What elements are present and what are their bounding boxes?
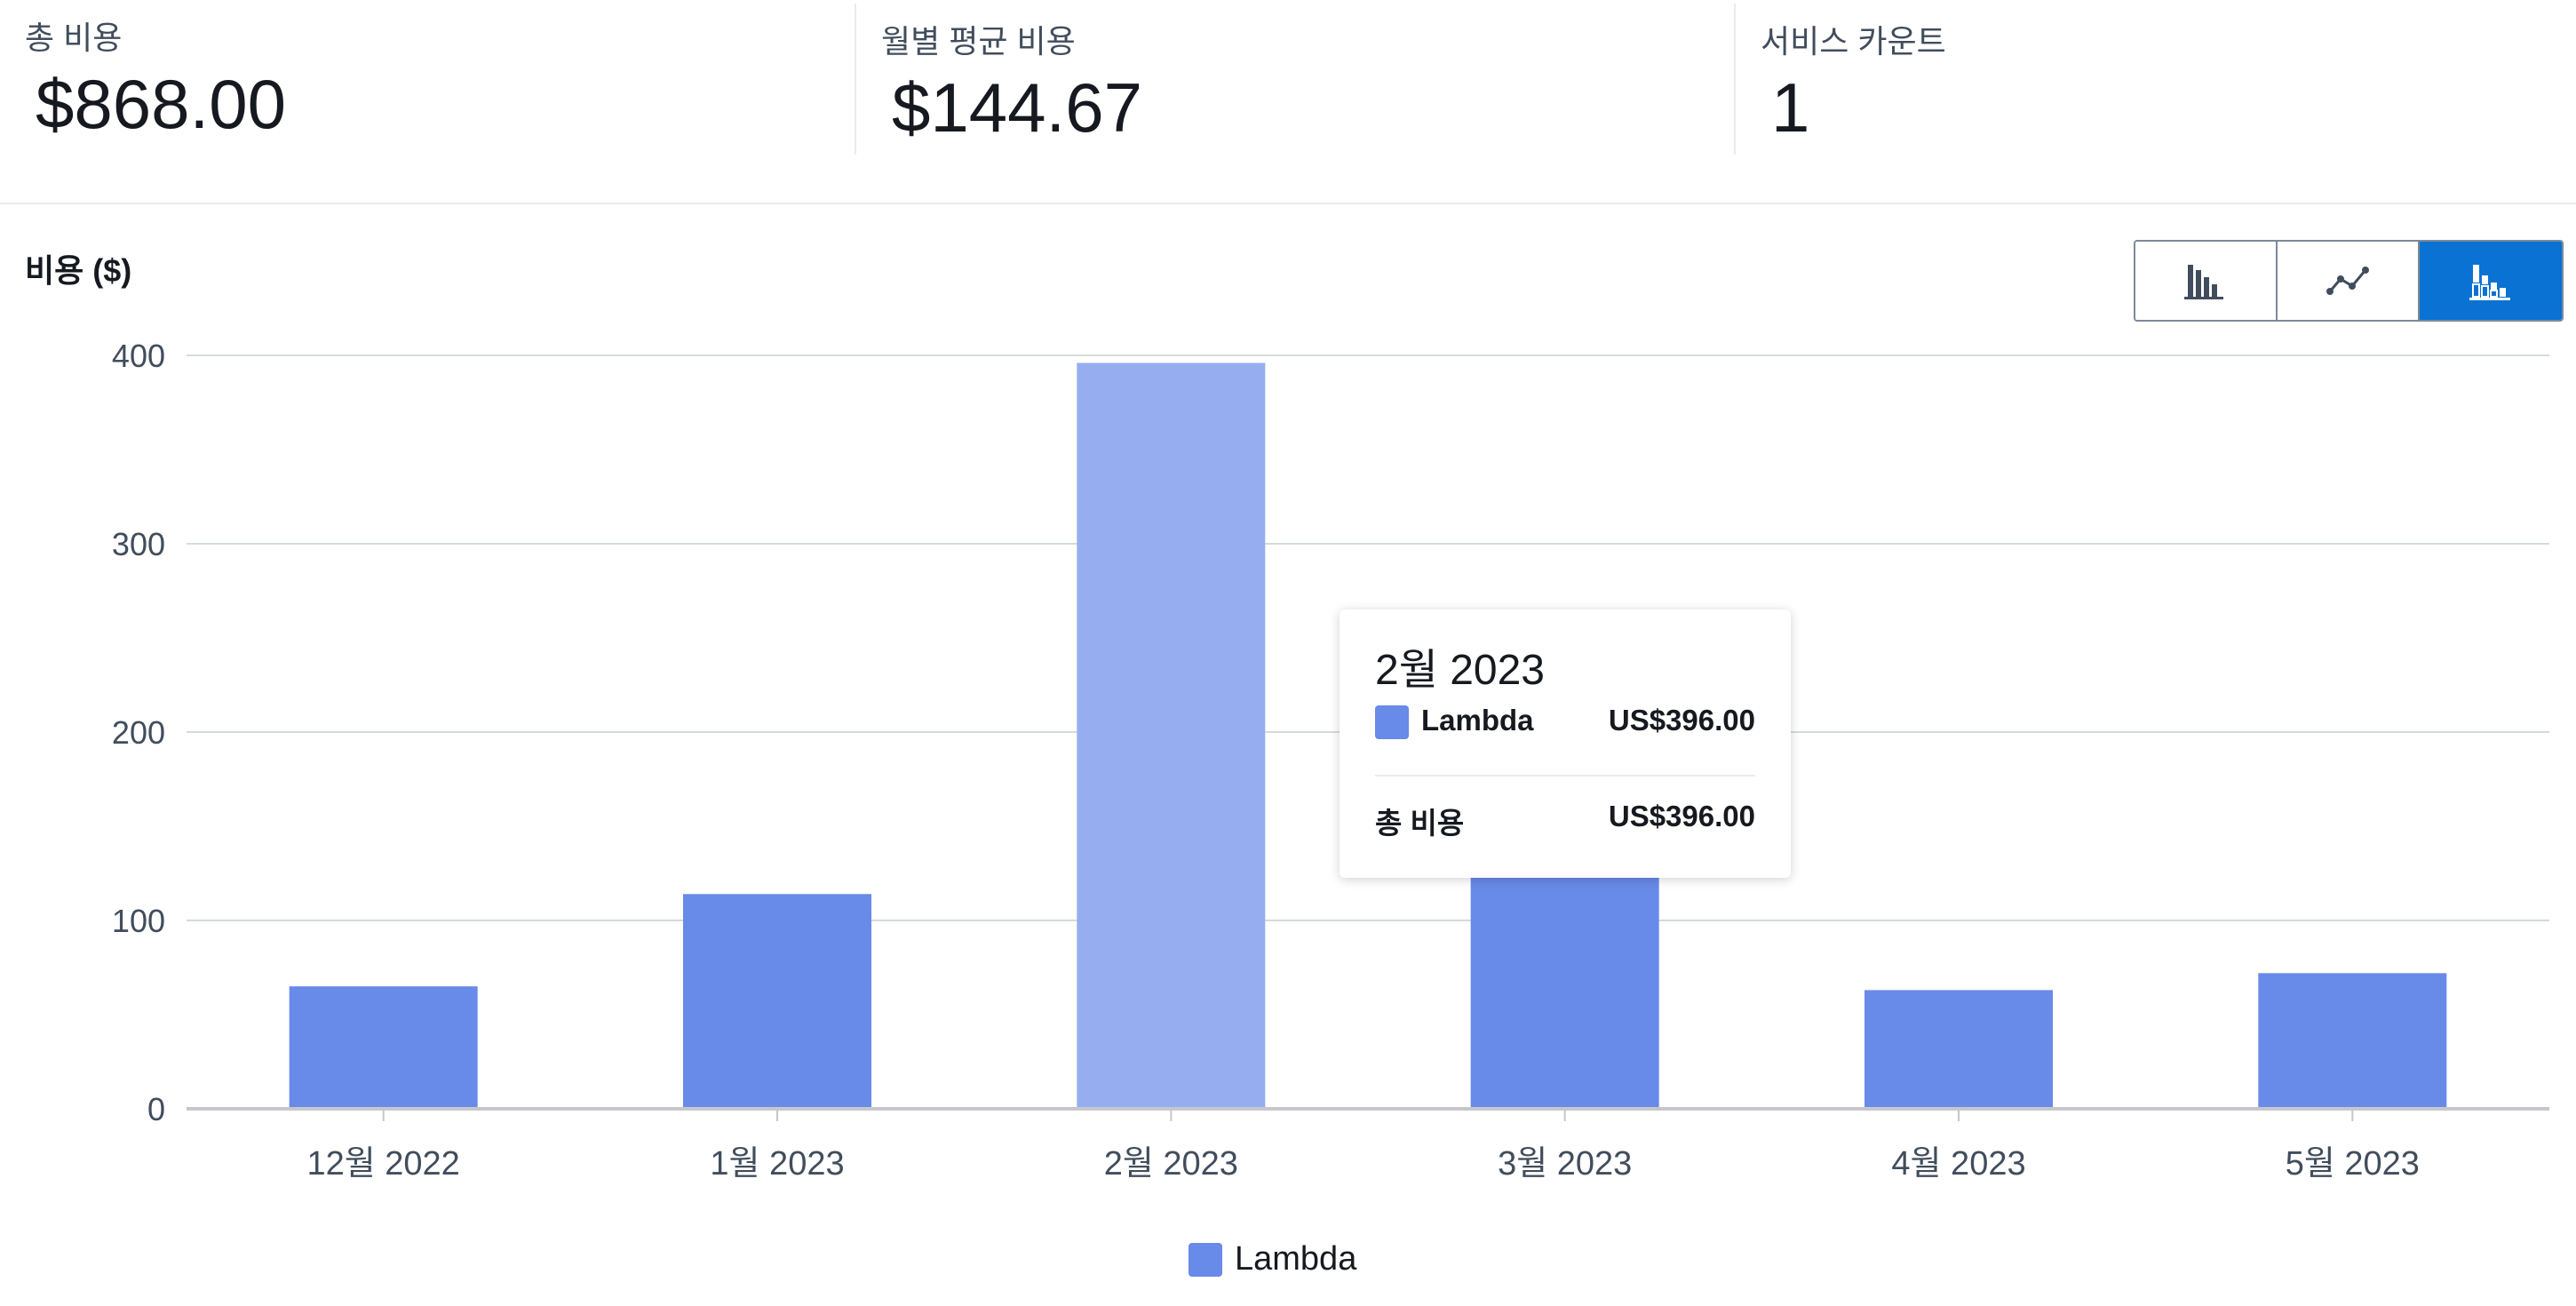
tooltip-series: Lambda — [1375, 704, 1534, 740]
stacked-bar-chart-icon — [2469, 265, 2510, 300]
service-count-metric: 서비스 카운트 1 — [1734, 4, 2576, 155]
monthly-average-value: $144.67 — [892, 68, 1142, 147]
monthly-average-label: 월별 평균 비용 — [881, 23, 1076, 60]
tooltip-series-name: Lambda — [1421, 704, 1534, 737]
x-tick-label: 12월 2022 — [307, 1145, 460, 1183]
tooltip-divider — [1375, 775, 1755, 776]
bar — [1864, 990, 2053, 1109]
x-tick-label: 2월 2023 — [1104, 1145, 1238, 1183]
bar — [1077, 362, 1266, 1110]
tooltip-series-row: Lambda US$396.00 — [1375, 704, 1755, 743]
y-tick-label: 400 — [112, 338, 165, 374]
service-count-value: 1 — [1771, 68, 1810, 147]
y-tick-label: 100 — [112, 903, 165, 939]
tooltip-total-value: US$396.00 — [1608, 800, 1755, 832]
chart-title: 비용 ($) — [25, 252, 132, 289]
legend-swatch — [1189, 1242, 1222, 1277]
bar — [683, 894, 871, 1109]
stacked-bar-chart-button[interactable] — [2420, 242, 2562, 320]
line-chart-icon — [2326, 267, 2369, 295]
bar-chart-icon — [2184, 265, 2223, 299]
total-cost-value: $868.00 — [36, 65, 286, 143]
y-tick-label: 300 — [112, 526, 165, 562]
total-cost-metric: 총 비용 $868.00 — [0, 0, 855, 151]
tooltip-total-row: 총 비용 US$396.00 — [1375, 800, 1755, 840]
tooltip-series-swatch — [1375, 705, 1409, 740]
chart-legend: Lambda — [1189, 1240, 1356, 1278]
y-tick-label: 0 — [147, 1091, 165, 1127]
x-tick-label: 5월 2023 — [2286, 1145, 2420, 1183]
line-chart-button[interactable] — [2278, 242, 2420, 320]
x-tick-label: 3월 2023 — [1498, 1145, 1632, 1183]
bar-chart-button[interactable] — [2135, 242, 2278, 320]
service-count-label: 서비스 카운트 — [1761, 23, 1946, 60]
total-cost-label: 총 비용 — [25, 20, 123, 56]
bar — [2258, 973, 2447, 1109]
cost-summary: 총 비용 $868.00 월별 평균 비용 $144.67 서비스 카운트 1 — [0, 0, 2576, 204]
tooltip-total-label: 총 비용 — [1375, 807, 1465, 840]
chart-type-toggle — [2134, 240, 2564, 322]
bar — [289, 986, 478, 1109]
tooltip-series-value: US$396.00 — [1608, 704, 1755, 737]
x-tick-label: 1월 2023 — [710, 1145, 844, 1183]
x-tick-label: 4월 2023 — [1891, 1145, 2025, 1183]
bar — [1470, 864, 1659, 1109]
chart-tooltip: 2월 2023 Lambda US$396.00 총 비용 US$396.00 — [1340, 609, 1791, 878]
y-tick-label: 200 — [112, 714, 165, 751]
legend-label: Lambda — [1235, 1240, 1357, 1278]
monthly-average-metric: 월별 평균 비용 $144.67 — [855, 4, 1736, 155]
cost-bar-chart: 0 100 200 300 400 12월 2022 1월 2023 2월 2023 3월 20… — [112, 338, 2549, 1183]
tooltip-title: 2월 2023 — [1375, 647, 1545, 694]
